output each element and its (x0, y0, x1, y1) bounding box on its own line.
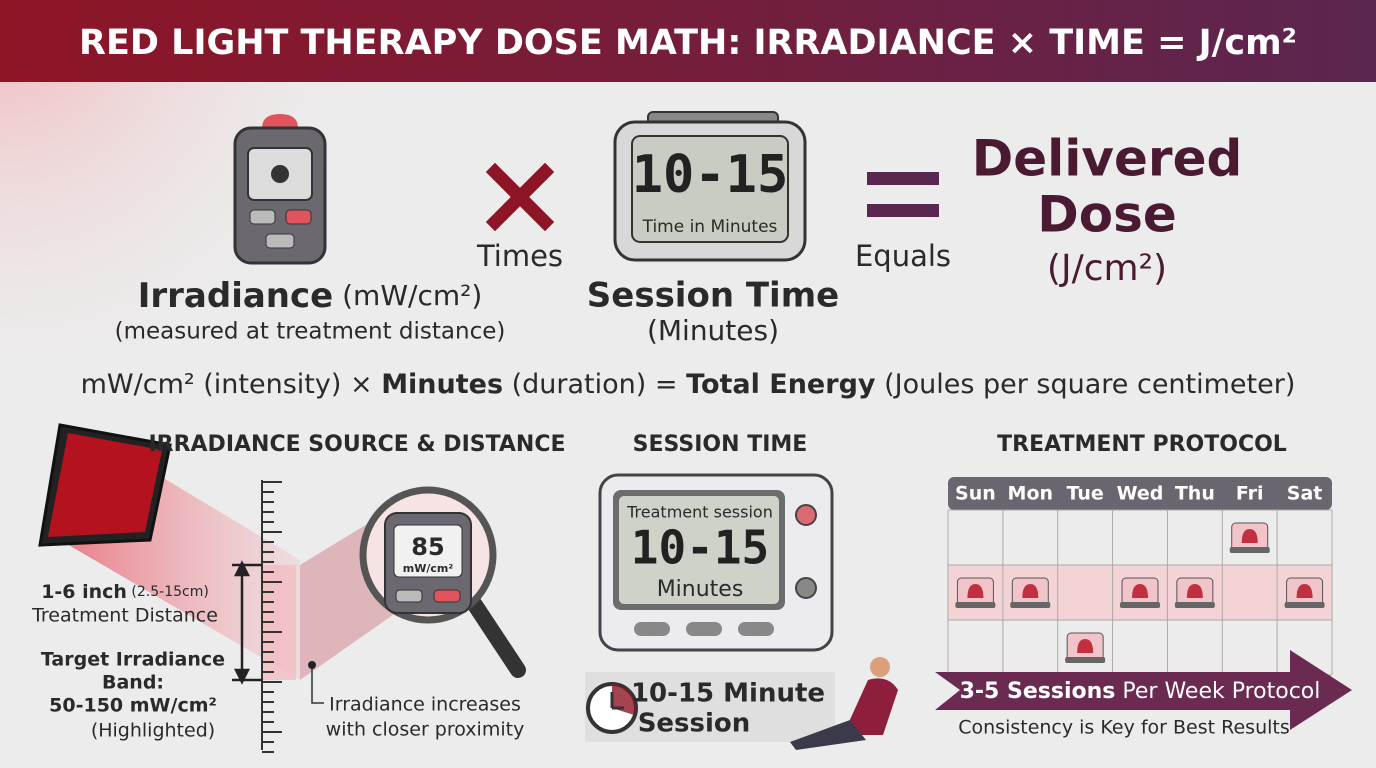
session-icon-lamp (1186, 584, 1203, 598)
distance-arrow (232, 560, 262, 685)
session-icon-base (1065, 657, 1106, 663)
equation: mW/cm² (intensity) × Minutes (duration) … (81, 369, 1296, 400)
person-icon (790, 657, 898, 750)
timer-display: 10-15 (632, 145, 789, 205)
clock-icon (586, 682, 638, 734)
meter-icon (233, 114, 327, 265)
session-icon-lamp (1022, 584, 1039, 598)
title: RED LIGHT THERAPY DOSE MATH: IRRADIANCE … (79, 23, 1297, 63)
session-icon-lamp (1241, 529, 1258, 543)
banner-line: Session (638, 709, 751, 739)
irradiance-label: Irradiance (mW/cm²) (138, 276, 483, 316)
magnifier (359, 486, 526, 678)
day-label: Sat (1287, 483, 1323, 505)
session-icon-lamp (1077, 639, 1094, 653)
protocol-footer: Consistency is Key for Best Results (958, 717, 1290, 739)
timer-icon (613, 111, 807, 262)
times-sign (485, 162, 555, 232)
day-label: Sun (955, 483, 996, 505)
pointer-dot (308, 661, 316, 669)
session-unit: (Minutes) (647, 314, 779, 347)
equation-part: Total Energy (686, 369, 876, 400)
banner-bold: 3-5 Sessions (960, 679, 1116, 704)
equation-part: Minutes (381, 369, 503, 400)
session-icon-lamp (1296, 584, 1313, 598)
day-label: Wed (1117, 483, 1164, 505)
band-line: Target Irradiance (41, 649, 225, 671)
equation-part: (Joules per square centimeter) (876, 369, 1296, 400)
irradiance-unit: (mW/cm²) (333, 279, 482, 312)
session-icon-base (1120, 602, 1160, 608)
proximity-note: with closer proximity (326, 719, 525, 741)
session-icon-base (955, 602, 996, 608)
band-note: (Highlighted) (91, 720, 215, 742)
distance-value: 1-6 inch (41, 581, 127, 603)
result-unit: (J/cm²) (1047, 248, 1167, 289)
day-label: Tue (1066, 483, 1103, 505)
equals: Equals (855, 239, 951, 273)
meter-value: 85 (411, 533, 444, 561)
session-icon-base (1174, 602, 1215, 608)
screen-unit: Minutes (657, 577, 744, 602)
banner-rest: Per Week Protocol (1115, 679, 1320, 704)
ruler (261, 480, 282, 753)
calendar: Sun Mon Tue Wed Thu Fri Sat (947, 477, 1333, 676)
session-icon-base (1010, 602, 1051, 608)
title-bar (0, 0, 1376, 82)
distance-label: Treatment Distance (31, 605, 218, 627)
day-label: Mon (1008, 483, 1054, 505)
day-label: Fri (1236, 483, 1264, 505)
result-line: Delivered (972, 130, 1243, 188)
equation-part: mW/cm² (intensity) × (81, 369, 382, 400)
times: Times (476, 239, 563, 273)
day-label: Thu (1175, 483, 1215, 505)
led-array (48, 433, 162, 537)
result-line: Dose (1037, 186, 1177, 244)
calendar-header (948, 477, 1332, 510)
session-icon-base (1284, 602, 1325, 608)
band-line: 50-150 mW/cm² (49, 695, 217, 717)
session-icon-base (1229, 547, 1270, 553)
irradiance: Irradiance (138, 276, 333, 316)
session-label: Session Time (587, 276, 839, 316)
session-display: 10-15 (631, 521, 769, 575)
section-title: TREATMENT PROTOCOL (997, 432, 1287, 457)
proximity-note: Irradiance increases (329, 694, 521, 716)
section-title: IRRADIANCE SOURCE & DISTANCE (148, 432, 565, 457)
section-title: SESSION TIME (633, 432, 808, 457)
session-icon-lamp (1132, 584, 1148, 598)
distance-metric: (2.5-15cm) (127, 584, 209, 600)
timer-caption: Time in Minutes (642, 217, 778, 237)
distance: 1-6 inch (2.5-15cm) (41, 581, 209, 603)
equation-part: (duration) = (503, 369, 686, 400)
meter-unit: mW/cm² (403, 562, 454, 575)
session-icon-lamp (967, 584, 984, 598)
irradiance-note: (measured at treatment distance) (115, 319, 506, 345)
protocol-arrow (935, 650, 1352, 730)
band-line: Band: (102, 672, 164, 694)
banner-line: 10-15 Minute (631, 679, 825, 709)
protocol-banner: 3-5 Sessions Per Week Protocol (960, 679, 1321, 704)
equals-sign (867, 172, 939, 217)
pointer (311, 665, 324, 704)
session-timer (598, 473, 834, 652)
screen-caption: Treatment session (626, 503, 773, 522)
